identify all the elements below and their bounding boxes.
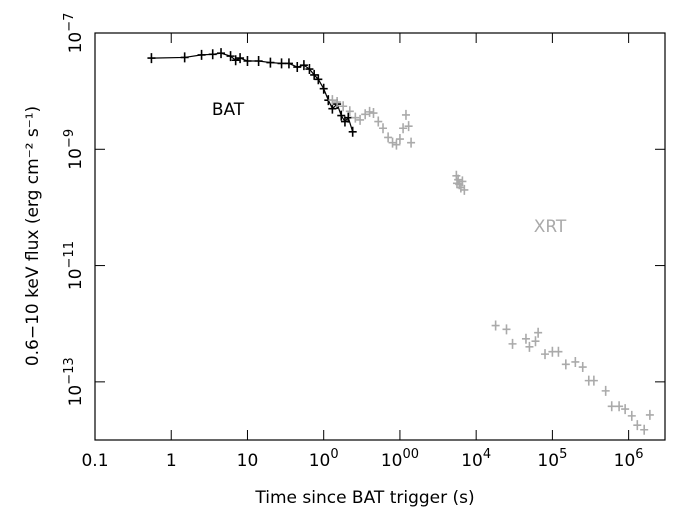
data-point [388,137,397,148]
y-axis-label: 0.6−10 keV flux (erg cm⁻² s⁻¹) [23,106,43,366]
y-tick-label: 10−13 [62,357,86,406]
data-point [454,174,463,185]
data-point [236,53,245,64]
data-point [601,385,610,396]
data-point [531,336,540,347]
x-tick-label: 1000 [381,447,419,471]
data-point [491,320,500,331]
data-point [328,103,337,114]
y-tick-label: 10−11 [62,241,86,290]
data-point [231,55,240,66]
x-tick-label: 100 [309,447,339,471]
data-point [147,53,156,64]
data-point [561,359,570,370]
data-point [266,57,275,68]
data-point [333,97,342,108]
data-point [571,356,580,367]
data-point [243,55,252,66]
data-point [607,401,616,412]
data-point [374,116,383,127]
data-point [208,49,217,60]
data-point [337,110,346,121]
data-point [627,410,636,421]
data-point [404,121,413,132]
data-point [554,346,563,357]
data-point [361,109,370,120]
y-tick-label: 10−9 [62,129,86,170]
data-point [621,404,630,415]
x-axis-label: Time since BAT trigger (s) [254,488,474,508]
data-point [392,139,401,150]
data-point [521,333,530,344]
x-tick-label: 0.1 [81,451,108,471]
data-point [508,338,517,349]
data-point [351,112,360,123]
x-tick-label: 104 [461,447,491,471]
data-point [365,106,374,117]
data-point [615,401,624,412]
data-point [589,375,598,386]
data-point [344,112,353,123]
data-point [319,83,328,94]
data-point [456,182,465,193]
data-point [525,341,534,352]
data-point [633,420,642,431]
x-tick-label: 105 [537,447,567,471]
data-point [407,137,416,148]
data-point [399,123,408,134]
data-point [284,58,293,69]
data-point [348,126,357,137]
y-tick-label: 10−7 [62,13,86,54]
data-point [640,424,649,435]
data-point [541,349,550,360]
data-point [328,95,337,106]
data-point [458,176,467,187]
data-point [379,123,388,134]
data-point [502,324,511,335]
data-point [345,106,354,117]
data-point [180,52,189,63]
data-point [277,58,286,69]
data-point [299,60,308,71]
data-point [460,184,469,195]
data-point [254,55,263,66]
data-point [197,49,206,60]
x-tick-label: 1 [166,451,177,471]
data-point [339,101,348,112]
data-point [217,48,226,59]
data-point [226,51,235,62]
data-point [384,132,393,143]
annotation: BAT [212,100,245,120]
data-point [645,409,654,420]
data-point [305,64,314,75]
data-point [314,74,323,85]
data-point [578,362,587,373]
data-point [534,327,543,338]
data-point [310,69,319,80]
data-point [395,134,404,145]
x-tick-label: 106 [614,447,644,471]
data-point [356,114,365,125]
data-point [401,109,410,120]
data-point [293,62,302,73]
x-tick-label: 10 [237,451,259,471]
data-point [369,108,378,119]
series-line [151,52,354,132]
annotation: XRT [534,217,567,237]
plot-frame [94,32,666,441]
